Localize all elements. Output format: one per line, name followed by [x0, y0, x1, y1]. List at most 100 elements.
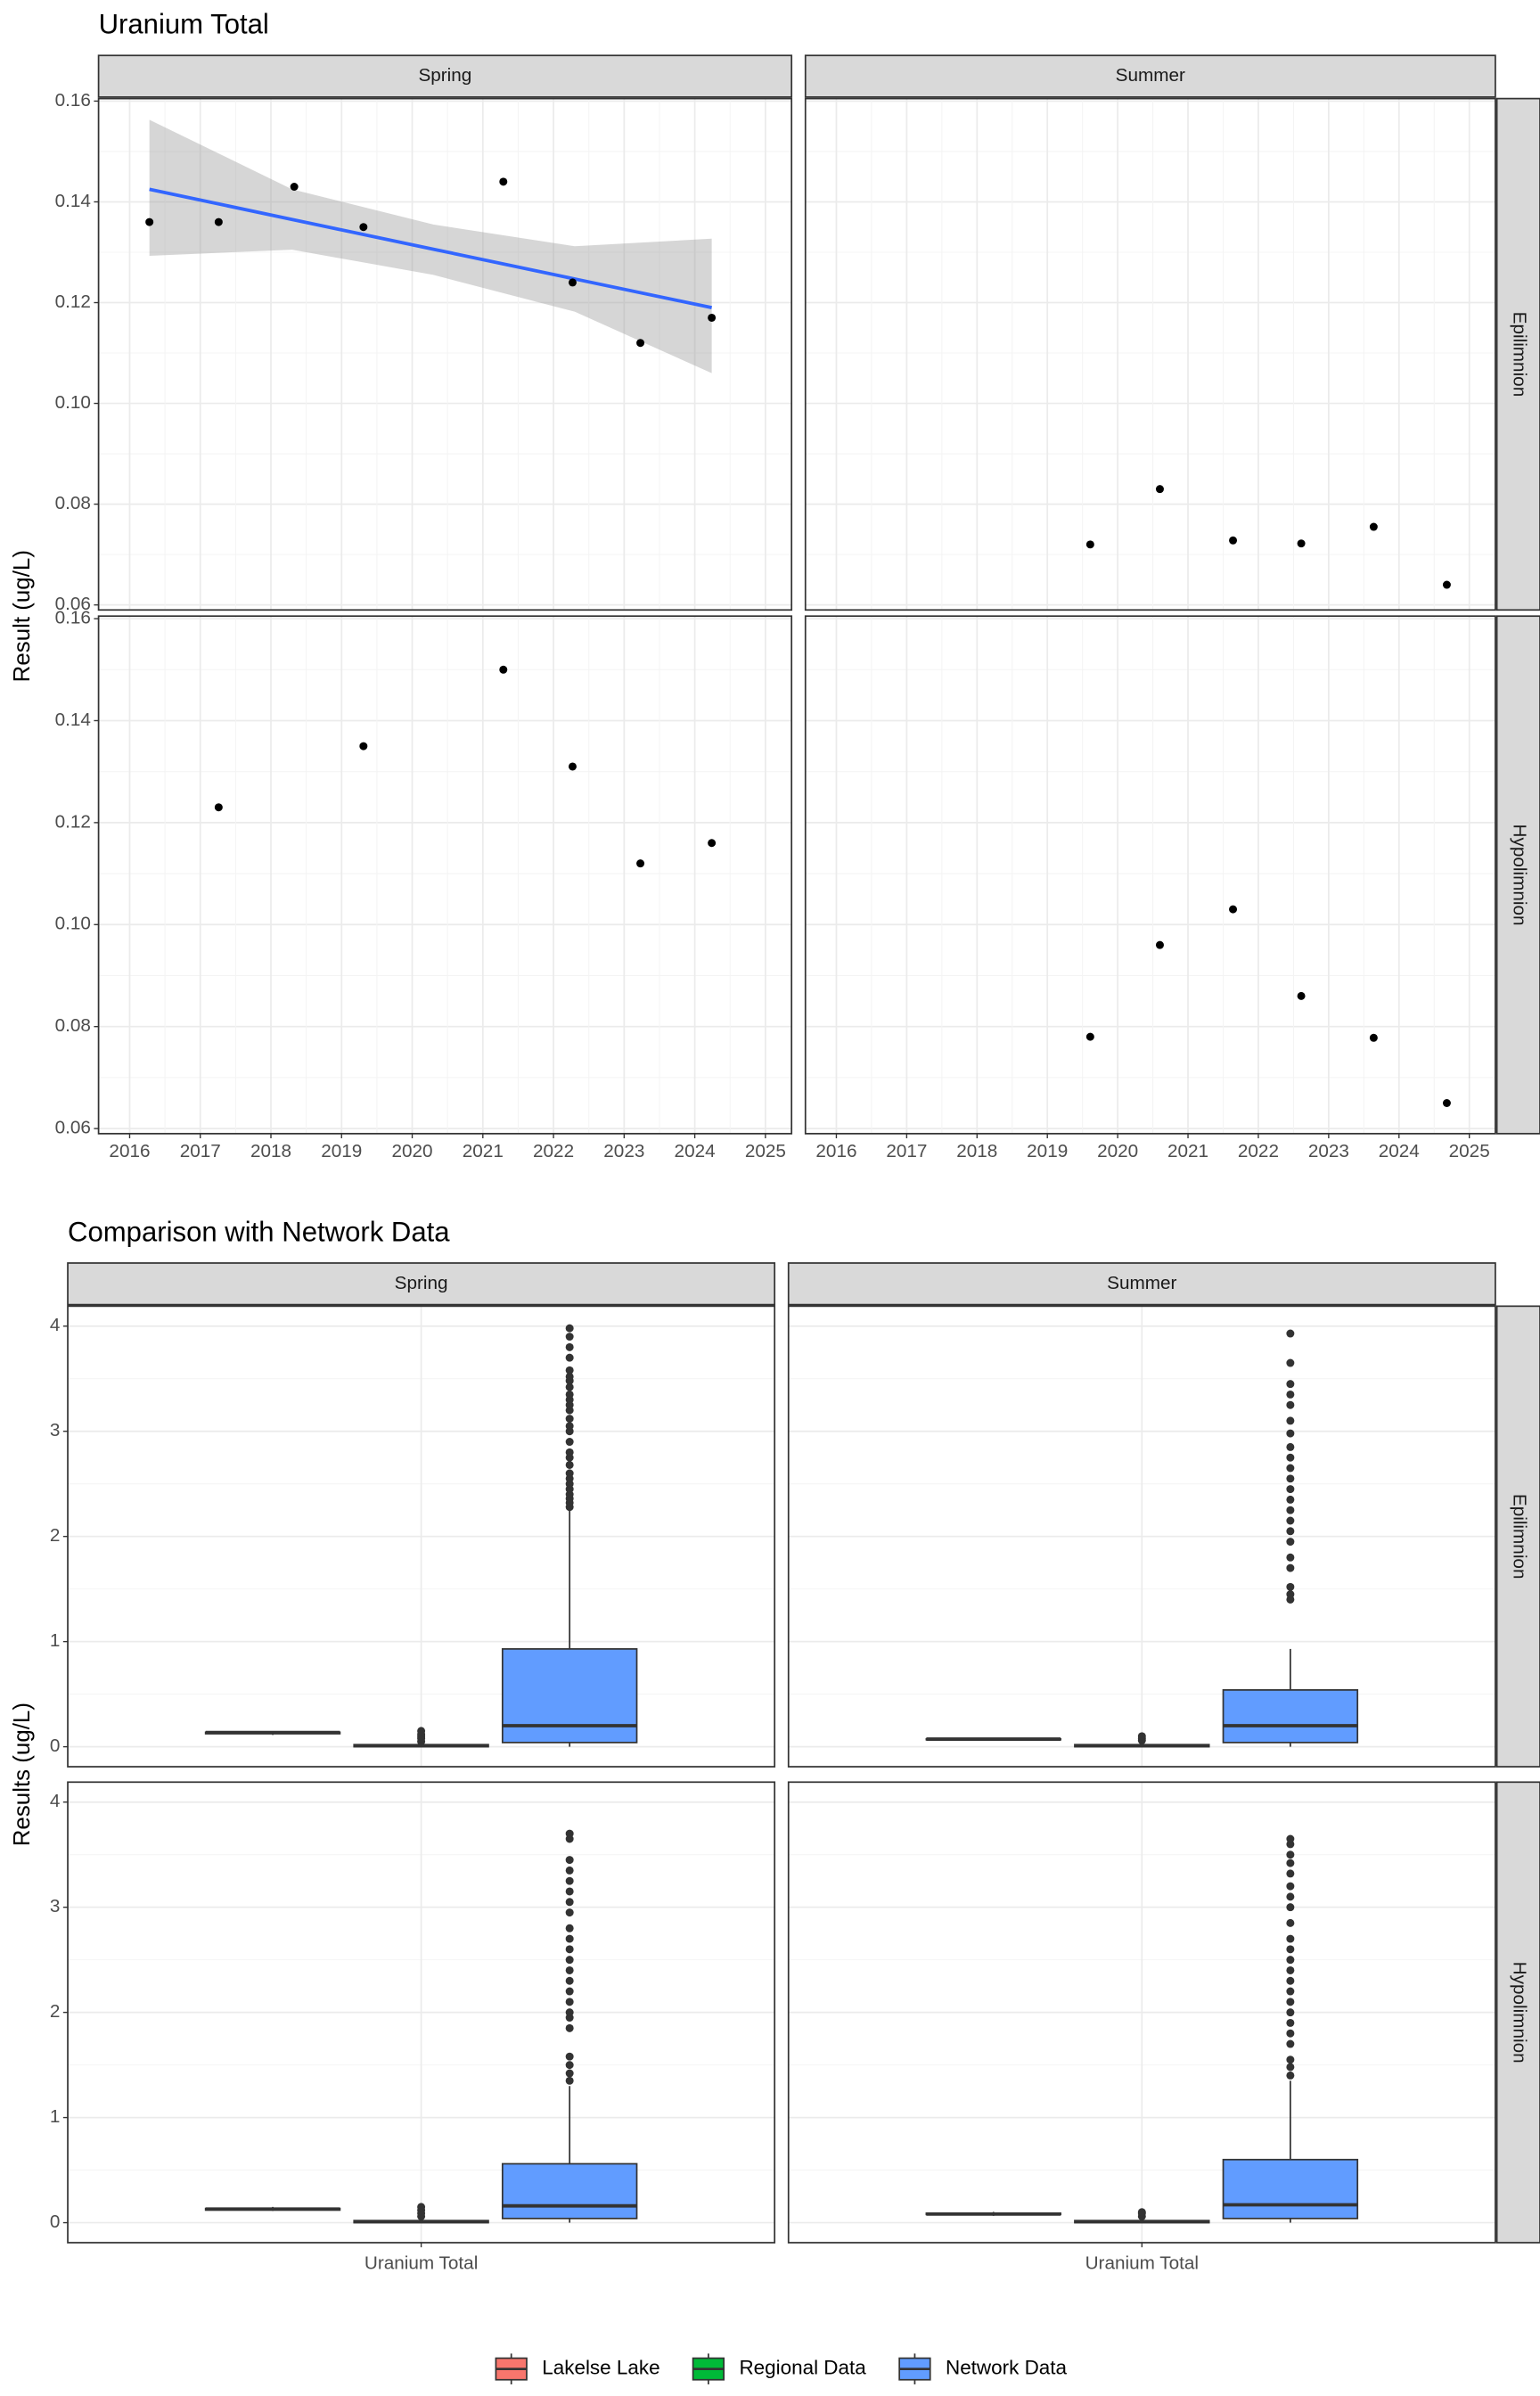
- outlier: [565, 1366, 574, 1374]
- strip: [804, 54, 1496, 98]
- outlier: [565, 1469, 574, 1478]
- outlier: [565, 1438, 574, 1447]
- panel: [805, 98, 1495, 611]
- outlier: [1286, 2071, 1295, 2080]
- outlier: [1286, 1976, 1295, 1985]
- outlier: [1286, 1850, 1295, 1859]
- outlier: [565, 1353, 574, 1362]
- y-tick-label: 0.16: [55, 90, 91, 111]
- y-tick-label: 0.12: [55, 291, 91, 312]
- outlier: [565, 1908, 574, 1917]
- outlier: [1286, 1495, 1295, 1504]
- point: [214, 217, 223, 226]
- y-tick-label: 0.16: [55, 608, 91, 628]
- outlier: [565, 2052, 574, 2061]
- outlier: [1286, 1563, 1295, 1572]
- point: [290, 183, 299, 192]
- strip-label: Epilimnion: [1509, 1494, 1529, 1580]
- point: [1297, 539, 1306, 548]
- strip-label: Summer: [1107, 1273, 1176, 1293]
- x-tick-label: Uranium Total: [1085, 2253, 1199, 2274]
- box: [1222, 1689, 1359, 1744]
- outlier: [565, 1390, 574, 1399]
- outlier: [1286, 1400, 1295, 1409]
- outlier: [1286, 2055, 1295, 2064]
- point: [1085, 1032, 1094, 1041]
- outlier: [1286, 1918, 1295, 1927]
- point: [145, 217, 154, 226]
- panel-border: [804, 615, 1496, 1135]
- point: [499, 177, 508, 186]
- legend-label: Network Data: [946, 2357, 1068, 2379]
- confidence-band: [149, 119, 712, 373]
- x-tick-label: 2024: [1379, 1141, 1420, 1161]
- y-tick-label: 0.08: [55, 493, 91, 513]
- outlier: [1286, 1464, 1295, 1473]
- y-tick-label: 3: [50, 1420, 61, 1440]
- outlier: [1286, 2008, 1295, 2017]
- outlier: [1286, 1834, 1295, 1843]
- outlier: [1286, 1945, 1295, 1954]
- outlier: [1286, 1453, 1295, 1462]
- outlier: [1286, 1987, 1295, 1996]
- outlier: [1286, 1442, 1295, 1451]
- strip: [67, 1262, 776, 1306]
- chart-title: Comparison with Network Data: [68, 1216, 450, 1247]
- outlier: [417, 1727, 426, 1735]
- box: [501, 2162, 638, 2220]
- outlier: [565, 2076, 574, 2085]
- outlier: [1286, 1358, 1295, 1367]
- strip: [1495, 1305, 1540, 1768]
- x-tick-label: 2019: [321, 1141, 362, 1161]
- y-tick-label: 0.08: [55, 1015, 91, 1036]
- y-tick-label: 0: [50, 2211, 61, 2232]
- panel: [98, 616, 792, 1134]
- outlier: [417, 2203, 426, 2211]
- outlier: [1286, 2063, 1295, 2072]
- outlier: [565, 2023, 574, 2032]
- x-tick-label: 2025: [1449, 1141, 1490, 1161]
- outlier: [1286, 1474, 1295, 1483]
- outlier: [1286, 1903, 1295, 1912]
- point: [1442, 1098, 1451, 1107]
- y-tick-label: 3: [50, 1896, 61, 1916]
- outlier: [1286, 1956, 1295, 1965]
- outlier: [1286, 1416, 1295, 1425]
- strip: [97, 54, 793, 98]
- outlier: [565, 1956, 574, 1965]
- y-tick-label: 0.06: [55, 594, 91, 614]
- point: [1442, 580, 1451, 589]
- outlier: [565, 1945, 574, 1954]
- outlier: [1286, 1485, 1295, 1494]
- outlier: [1286, 1582, 1295, 1591]
- point: [1155, 940, 1164, 949]
- x-tick-label: 2020: [391, 1141, 432, 1161]
- x-tick-label: 2016: [109, 1141, 150, 1161]
- point: [568, 762, 577, 771]
- y-axis-label: Results (ug/L): [10, 1703, 35, 1846]
- strip: [1495, 615, 1540, 1135]
- point: [636, 859, 645, 868]
- y-tick-label: 0.10: [55, 392, 91, 413]
- x-tick-label: 2023: [603, 1141, 644, 1161]
- x-tick-label: 2018: [956, 1141, 997, 1161]
- outlier: [565, 1866, 574, 1875]
- point: [359, 742, 368, 751]
- point: [359, 223, 368, 232]
- x-tick-label: 2017: [886, 1141, 927, 1161]
- outlier: [1286, 1869, 1295, 1878]
- y-axis-label: Result (ug/L): [10, 550, 35, 682]
- strip-label: Summer: [1116, 65, 1185, 86]
- strip-label: Spring: [395, 1273, 448, 1293]
- x-tick-label: 2021: [1167, 1141, 1208, 1161]
- y-tick-label: 1: [50, 1630, 61, 1651]
- outlier: [565, 1965, 574, 1974]
- x-tick-label: Uranium Total: [365, 2253, 478, 2274]
- x-tick-label: 2022: [1238, 1141, 1279, 1161]
- y-tick-label: 0.14: [55, 191, 91, 211]
- outlier: [565, 1415, 574, 1424]
- x-tick-label: 2021: [463, 1141, 504, 1161]
- trend-line: [149, 187, 713, 310]
- point: [1155, 485, 1164, 494]
- outlier: [1286, 1380, 1295, 1389]
